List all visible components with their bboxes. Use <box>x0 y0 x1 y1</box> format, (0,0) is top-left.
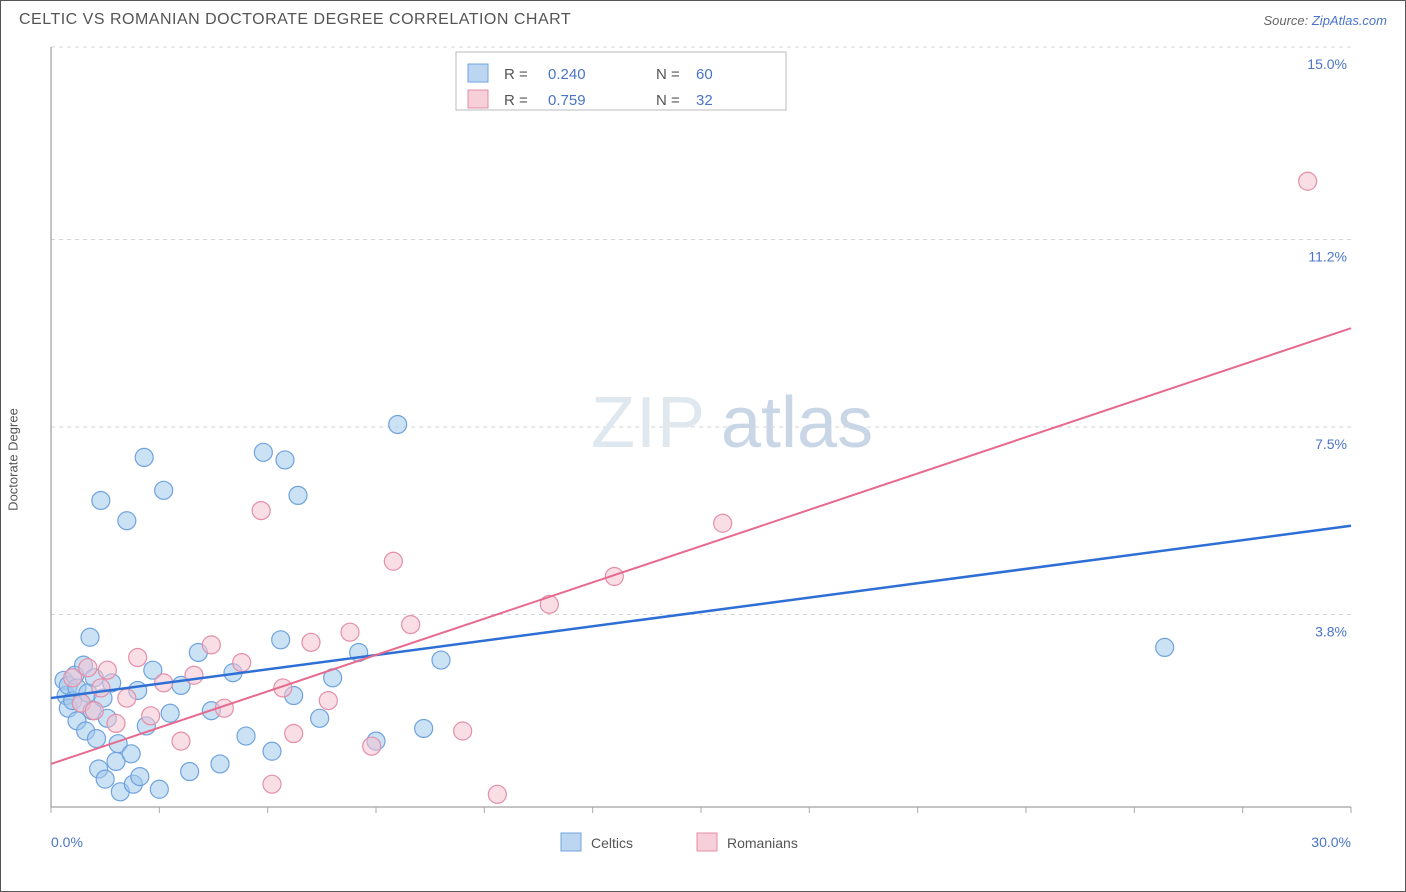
legend-swatch <box>561 833 581 851</box>
data-point <box>122 745 140 763</box>
data-point <box>150 780 168 798</box>
data-point <box>107 714 125 732</box>
data-point <box>1156 638 1174 656</box>
svg-text:32: 32 <box>696 92 713 109</box>
y-tick-label: 7.5% <box>1315 436 1347 452</box>
svg-text:60: 60 <box>696 66 713 83</box>
y-tick-label: 15.0% <box>1307 56 1347 72</box>
svg-text:R =: R = <box>504 92 528 109</box>
data-point <box>289 486 307 504</box>
data-point <box>181 763 199 781</box>
data-point <box>118 512 136 530</box>
data-point <box>311 709 329 727</box>
data-point <box>211 755 229 773</box>
data-point <box>263 742 281 760</box>
y-tick-label: 3.8% <box>1315 623 1347 639</box>
source-link[interactable]: ZipAtlas.com <box>1312 13 1387 28</box>
data-point <box>285 725 303 743</box>
data-point <box>415 719 433 737</box>
legend-label: Romanians <box>727 835 798 851</box>
data-point <box>96 770 114 788</box>
legend-swatch <box>697 833 717 851</box>
data-point <box>185 666 203 684</box>
data-point <box>276 451 294 469</box>
svg-text:N =: N = <box>656 66 680 83</box>
data-point <box>118 689 136 707</box>
legend-label: Celtics <box>591 835 633 851</box>
data-point <box>172 732 190 750</box>
data-point <box>202 636 220 654</box>
y-axis-label: Doctorate Degree <box>6 408 21 511</box>
watermark: ZIP <box>591 383 706 463</box>
data-point <box>237 727 255 745</box>
data-point <box>155 481 173 499</box>
data-point <box>233 654 251 672</box>
data-point <box>131 768 149 786</box>
y-tick-label: 11.2% <box>1308 249 1347 265</box>
data-point <box>389 415 407 433</box>
data-point <box>432 651 450 669</box>
data-point <box>135 448 153 466</box>
data-point <box>1299 172 1317 190</box>
data-point <box>488 785 506 803</box>
data-point <box>79 659 97 677</box>
data-point <box>319 692 337 710</box>
svg-text:0.759: 0.759 <box>548 92 586 109</box>
svg-text:R =: R = <box>504 66 528 83</box>
svg-text:0.240: 0.240 <box>548 66 586 83</box>
data-point <box>363 737 381 755</box>
x-end-label: 30.0% <box>1311 834 1351 850</box>
data-point <box>341 623 359 641</box>
data-point <box>129 649 147 667</box>
legend-swatch <box>468 64 488 82</box>
data-point <box>142 707 160 725</box>
data-point <box>88 730 106 748</box>
data-point <box>92 679 110 697</box>
data-point <box>98 661 116 679</box>
data-point <box>263 775 281 793</box>
data-point <box>454 722 472 740</box>
data-point <box>402 616 420 634</box>
data-point <box>714 514 732 532</box>
data-point <box>92 491 110 509</box>
data-point <box>161 704 179 722</box>
data-point <box>254 443 272 461</box>
svg-text:N =: N = <box>656 92 680 109</box>
data-point <box>64 669 82 687</box>
trend-line <box>51 526 1351 698</box>
correlation-scatter-chart: 3.8% 7.5% 11.2% 15.0% ZIPatlas 0.0% 30.0% R = 0.… <box>1 37 1406 867</box>
source-credit: Source: ZipAtlas.com <box>1263 13 1387 28</box>
data-point <box>81 628 99 646</box>
data-point <box>252 502 270 520</box>
legend-swatch <box>468 90 488 108</box>
data-point <box>85 702 103 720</box>
data-point <box>384 552 402 570</box>
x-start-label: 0.0% <box>51 834 83 850</box>
watermark: atlas <box>721 383 873 463</box>
data-point <box>272 631 290 649</box>
chart-title: CELTIC VS ROMANIAN DOCTORATE DEGREE CORR… <box>19 11 571 29</box>
data-point <box>302 633 320 651</box>
